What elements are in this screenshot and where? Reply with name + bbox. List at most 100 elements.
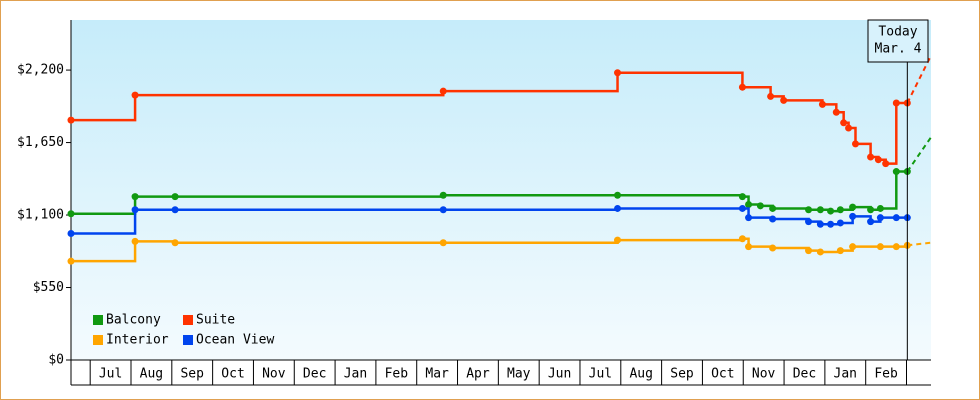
data-point <box>131 237 139 245</box>
data-point <box>867 218 875 226</box>
data-point <box>849 212 857 220</box>
data-point <box>892 99 900 107</box>
data-point <box>849 243 857 251</box>
data-point <box>614 204 622 212</box>
data-point <box>131 206 139 214</box>
legend-swatch <box>93 335 103 345</box>
data-point <box>67 257 75 265</box>
x-tick-label: Mar <box>425 367 449 382</box>
data-point <box>876 214 884 222</box>
x-tick-label: Feb <box>385 367 409 382</box>
data-point <box>836 247 844 255</box>
data-point <box>832 108 840 116</box>
data-point <box>827 220 835 228</box>
data-point <box>439 191 447 199</box>
forecast-line <box>906 136 932 173</box>
x-tick-label: Aug <box>629 367 652 382</box>
x-tick-label: Jul <box>589 367 612 382</box>
data-point <box>876 204 884 212</box>
data-point <box>867 206 875 214</box>
legend-label: Interior <box>106 333 169 348</box>
today-label: Mar. 4 <box>875 42 922 57</box>
data-point <box>614 236 622 244</box>
data-point <box>171 239 179 247</box>
data-point <box>769 244 777 252</box>
data-point <box>780 96 788 104</box>
forecast-line <box>907 241 932 247</box>
data-point <box>67 229 75 237</box>
data-point <box>892 214 900 222</box>
data-point <box>67 210 75 218</box>
today-box <box>867 19 929 63</box>
data-point <box>827 207 835 215</box>
data-point <box>171 193 179 201</box>
x-tick-label: Sep <box>180 367 204 382</box>
data-point <box>769 204 777 212</box>
legend-label: Ocean View <box>196 333 274 348</box>
y-tick-label: $0 <box>48 353 64 368</box>
data-point <box>738 204 746 212</box>
y-tick-label: $1,100 <box>17 208 64 223</box>
data-point <box>876 243 884 251</box>
data-point <box>892 168 900 176</box>
x-tick-label: Dec <box>303 367 326 382</box>
x-tick-label: Apr <box>466 367 490 382</box>
data-point <box>818 100 826 108</box>
data-point <box>738 235 746 243</box>
legend-swatch <box>93 315 103 325</box>
x-tick-label: Jul <box>99 367 122 382</box>
data-point <box>756 202 764 210</box>
data-point <box>816 220 824 228</box>
data-point <box>745 214 753 222</box>
data-point <box>738 193 746 201</box>
data-point <box>805 218 813 226</box>
data-point <box>805 206 813 214</box>
data-point <box>745 243 753 251</box>
x-tick-label: Aug <box>140 367 163 382</box>
x-tick-label: May <box>507 367 531 382</box>
data-point <box>845 124 853 132</box>
x-tick-label: Feb <box>874 367 898 382</box>
data-point <box>614 191 622 199</box>
data-point <box>851 140 859 148</box>
x-tick-label: Dec <box>793 367 816 382</box>
data-point <box>439 239 447 247</box>
legend-label: Balcony <box>106 313 161 328</box>
data-point <box>769 215 777 223</box>
y-tick-label: $550 <box>33 280 64 295</box>
data-point <box>614 69 622 77</box>
data-point <box>882 160 890 168</box>
data-point <box>849 203 857 211</box>
x-tick-label: Jun <box>548 367 571 382</box>
data-point <box>738 83 746 91</box>
data-point <box>745 200 753 208</box>
data-point <box>836 206 844 214</box>
today-label: Today <box>878 25 917 40</box>
x-tick-label: Sep <box>670 367 694 382</box>
data-point <box>892 243 900 251</box>
legend-label: Suite <box>196 313 235 328</box>
data-point <box>867 153 875 161</box>
data-point <box>131 91 139 99</box>
data-point <box>131 193 139 201</box>
data-point <box>836 219 844 227</box>
data-point <box>171 206 179 214</box>
data-point <box>874 156 882 164</box>
legend-swatch <box>183 335 193 345</box>
data-point <box>767 92 775 100</box>
plot-area <box>71 20 931 360</box>
data-point <box>439 87 447 95</box>
data-point <box>805 247 813 255</box>
legend-swatch <box>183 315 193 325</box>
data-point <box>816 248 824 256</box>
data-point <box>816 206 824 214</box>
x-tick-label: Jan <box>834 367 857 382</box>
x-tick-label: Oct <box>221 367 244 382</box>
x-tick-label: Oct <box>711 367 734 382</box>
y-tick-label: $1,650 <box>17 135 64 150</box>
data-point <box>67 116 75 124</box>
x-tick-label: Nov <box>262 367 286 382</box>
x-tick-label: Jan <box>344 367 367 382</box>
x-tick-label: Nov <box>752 367 776 382</box>
